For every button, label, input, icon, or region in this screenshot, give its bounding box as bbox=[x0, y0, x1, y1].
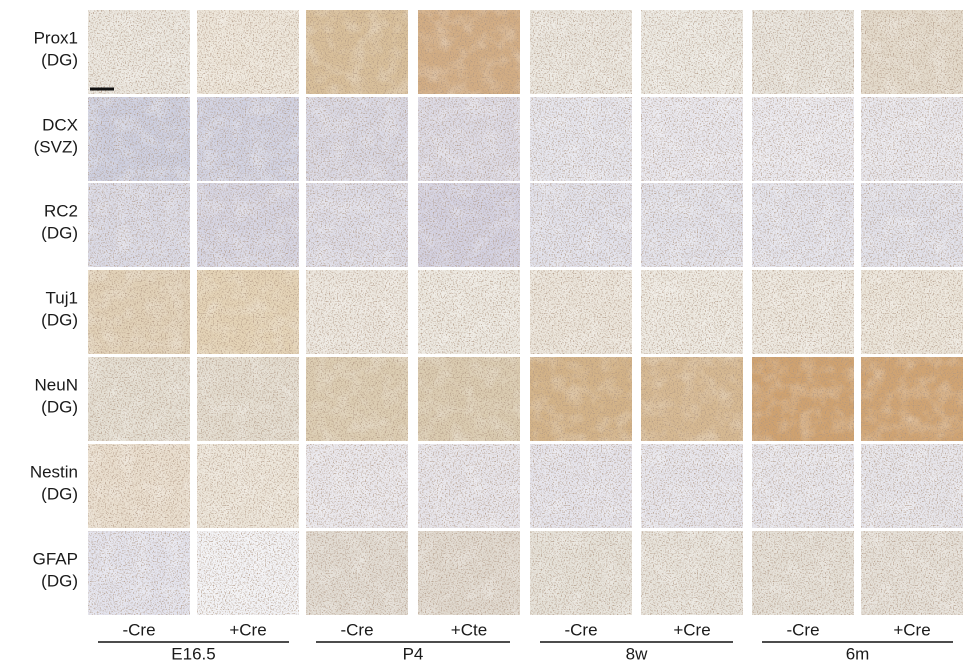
row-label: (DG) bbox=[41, 571, 78, 590]
row-label: (SVZ) bbox=[34, 137, 78, 156]
texture bbox=[88, 10, 190, 94]
row-label: (DG) bbox=[41, 484, 78, 503]
texture bbox=[530, 444, 632, 528]
group-label: P4 bbox=[403, 644, 424, 663]
texture bbox=[418, 531, 520, 615]
texture bbox=[530, 270, 632, 354]
texture bbox=[530, 531, 632, 615]
texture bbox=[861, 444, 963, 528]
texture bbox=[641, 183, 743, 267]
texture bbox=[306, 270, 408, 354]
texture bbox=[861, 531, 963, 615]
texture bbox=[197, 183, 299, 267]
column-label: +Cre bbox=[673, 620, 710, 639]
texture bbox=[641, 97, 743, 181]
group-label: 8w bbox=[626, 644, 648, 663]
texture bbox=[88, 531, 190, 615]
texture bbox=[752, 531, 854, 615]
column-label: -Cre bbox=[786, 620, 819, 639]
texture bbox=[530, 10, 632, 94]
texture bbox=[861, 183, 963, 267]
image-grid bbox=[88, 10, 963, 615]
texture bbox=[861, 270, 963, 354]
texture bbox=[752, 270, 854, 354]
texture bbox=[641, 444, 743, 528]
row-label: (DG) bbox=[41, 310, 78, 329]
group-label: E16.5 bbox=[171, 644, 215, 663]
row-label: DCX bbox=[42, 115, 78, 134]
texture bbox=[197, 270, 299, 354]
column-label: +Cte bbox=[451, 620, 487, 639]
row-label: GFAP bbox=[33, 549, 78, 568]
texture bbox=[88, 357, 190, 441]
texture bbox=[306, 10, 408, 94]
texture bbox=[306, 183, 408, 267]
texture bbox=[306, 357, 408, 441]
texture bbox=[306, 444, 408, 528]
texture bbox=[752, 183, 854, 267]
row-label: (DG) bbox=[41, 50, 78, 69]
column-label: +Cre bbox=[229, 620, 266, 639]
row-label: Prox1 bbox=[34, 28, 78, 47]
texture bbox=[861, 97, 963, 181]
texture bbox=[641, 531, 743, 615]
texture bbox=[752, 97, 854, 181]
row-label: (DG) bbox=[41, 223, 78, 242]
texture bbox=[641, 357, 743, 441]
texture bbox=[752, 10, 854, 94]
column-label: +Cre bbox=[893, 620, 930, 639]
texture bbox=[530, 97, 632, 181]
texture bbox=[197, 357, 299, 441]
texture bbox=[418, 10, 520, 94]
texture bbox=[197, 531, 299, 615]
texture bbox=[861, 357, 963, 441]
texture bbox=[418, 357, 520, 441]
texture bbox=[530, 357, 632, 441]
texture bbox=[197, 10, 299, 94]
texture bbox=[306, 531, 408, 615]
texture bbox=[418, 270, 520, 354]
texture bbox=[530, 183, 632, 267]
texture bbox=[418, 444, 520, 528]
row-label: Tuj1 bbox=[46, 288, 78, 307]
texture bbox=[861, 10, 963, 94]
texture bbox=[88, 183, 190, 267]
texture bbox=[418, 183, 520, 267]
row-label: RC2 bbox=[44, 201, 78, 220]
row-label: Nestin bbox=[30, 462, 78, 481]
texture bbox=[752, 357, 854, 441]
texture bbox=[641, 270, 743, 354]
texture bbox=[88, 97, 190, 181]
column-label: -Cre bbox=[340, 620, 373, 639]
row-label: NeuN bbox=[35, 375, 78, 394]
texture bbox=[197, 97, 299, 181]
labels: Prox1 (DG) DCX (SVZ) RC2 (DG) Tuj1 (DG) NeuN (DG)… bbox=[30, 28, 953, 663]
group-label: 6m bbox=[846, 644, 870, 663]
column-label: -Cre bbox=[564, 620, 597, 639]
texture bbox=[641, 10, 743, 94]
texture bbox=[752, 444, 854, 528]
row-label: (DG) bbox=[41, 397, 78, 416]
texture bbox=[418, 97, 520, 181]
column-label: -Cre bbox=[122, 620, 155, 639]
texture bbox=[197, 444, 299, 528]
texture bbox=[88, 270, 190, 354]
texture bbox=[306, 97, 408, 181]
texture bbox=[88, 444, 190, 528]
